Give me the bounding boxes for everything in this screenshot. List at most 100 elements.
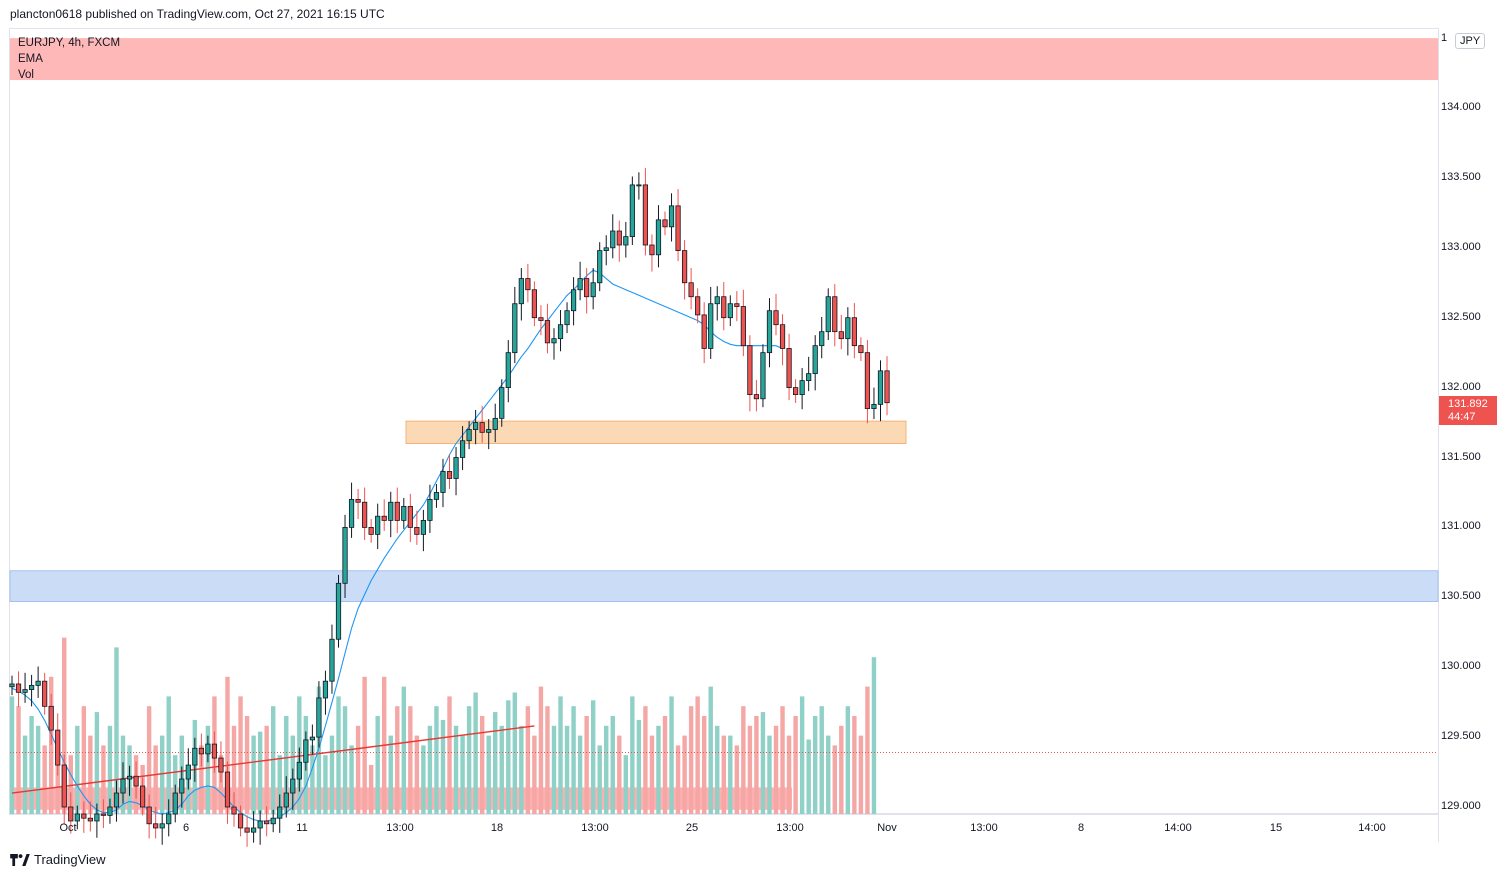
volume-bar bbox=[688, 706, 694, 814]
candle-body bbox=[179, 778, 185, 794]
candle-body bbox=[159, 823, 165, 829]
ema-indicator-label[interactable]: EMA bbox=[18, 53, 43, 65]
volume-bar bbox=[558, 696, 563, 814]
candle bbox=[427, 484, 433, 533]
candle-body bbox=[81, 813, 87, 819]
candle bbox=[296, 747, 302, 792]
volume-bar bbox=[610, 716, 615, 814]
volume-bar bbox=[617, 735, 622, 814]
volume-bar bbox=[342, 706, 348, 814]
candle bbox=[153, 807, 159, 839]
symbol-info[interactable]: EURJPY, 4h, FXCM bbox=[18, 37, 121, 49]
volume-bar bbox=[682, 735, 687, 814]
candle-body bbox=[427, 499, 433, 521]
candle-body bbox=[538, 317, 544, 321]
candle bbox=[603, 235, 609, 266]
volume-bar bbox=[584, 716, 589, 814]
candle bbox=[309, 724, 315, 755]
candle-body bbox=[760, 352, 766, 400]
price-tick-label: 132.000 bbox=[1441, 380, 1481, 393]
candle-body bbox=[675, 205, 681, 251]
volume-bar bbox=[323, 755, 328, 814]
candle bbox=[139, 777, 146, 816]
footer-brand[interactable]: TradingView bbox=[10, 852, 106, 867]
candle-body bbox=[394, 501, 400, 521]
volume-bar bbox=[316, 686, 322, 814]
currency-badge[interactable]: JPY bbox=[1455, 33, 1486, 49]
candle bbox=[832, 284, 838, 347]
volume-bar bbox=[819, 706, 824, 814]
volume-bar bbox=[277, 755, 282, 814]
candle-body bbox=[799, 380, 805, 395]
candle-body bbox=[264, 820, 270, 825]
candle-body bbox=[453, 457, 459, 479]
volume-bar bbox=[538, 686, 544, 814]
candle bbox=[740, 289, 746, 357]
volume-bar bbox=[826, 735, 831, 814]
price-tick-label: 131.500 bbox=[1441, 450, 1481, 463]
candle-body bbox=[832, 296, 838, 333]
candle-body bbox=[597, 250, 603, 284]
candle bbox=[557, 310, 564, 352]
candle bbox=[623, 221, 629, 258]
volume-bar bbox=[153, 745, 158, 814]
volume-bar bbox=[506, 700, 511, 814]
time-tick-label: 8 bbox=[1077, 822, 1085, 834]
candle-body bbox=[433, 492, 440, 500]
candle-body bbox=[531, 289, 538, 319]
candle-body bbox=[662, 219, 668, 228]
candle bbox=[120, 762, 126, 804]
candle-body bbox=[185, 764, 191, 780]
volume-indicator-label[interactable]: Vol bbox=[18, 69, 34, 81]
candle-body bbox=[329, 638, 335, 682]
volume-bar bbox=[173, 755, 178, 814]
candle bbox=[708, 286, 714, 359]
candle-body bbox=[655, 219, 662, 256]
volume-bar bbox=[656, 725, 661, 814]
candle-body bbox=[629, 184, 635, 238]
volume-bar bbox=[545, 706, 550, 814]
candle bbox=[884, 356, 890, 416]
candle bbox=[453, 447, 459, 496]
candle-body bbox=[851, 317, 857, 347]
candle-body bbox=[231, 806, 237, 815]
candle bbox=[577, 261, 583, 301]
candle-body bbox=[244, 827, 250, 833]
volume-bar bbox=[662, 716, 668, 814]
candle-body bbox=[557, 324, 564, 340]
candle bbox=[394, 487, 400, 533]
candle-body bbox=[610, 230, 616, 249]
candle-body bbox=[362, 501, 368, 528]
candle-body bbox=[172, 792, 178, 815]
candle-body bbox=[721, 296, 727, 319]
volume-bar bbox=[741, 706, 746, 814]
volume-bar bbox=[525, 706, 531, 814]
time-tick-label: 13:00 bbox=[776, 822, 804, 834]
candle bbox=[825, 288, 831, 341]
candle bbox=[629, 176, 635, 246]
candle bbox=[257, 810, 263, 845]
volume-bar bbox=[793, 716, 798, 814]
candle-body bbox=[139, 785, 146, 808]
candle-body bbox=[806, 373, 812, 382]
candle-body bbox=[440, 471, 446, 493]
candle bbox=[845, 307, 851, 356]
volume-bar bbox=[284, 716, 289, 814]
candle-body bbox=[375, 515, 381, 535]
candle-body bbox=[877, 370, 884, 405]
candle-body bbox=[845, 317, 851, 340]
candle bbox=[779, 314, 786, 366]
candle-body bbox=[577, 278, 583, 291]
candle-body bbox=[22, 689, 28, 693]
candle bbox=[486, 419, 492, 450]
volume-bar bbox=[218, 755, 224, 814]
candle bbox=[237, 805, 244, 837]
candle bbox=[218, 741, 224, 783]
candle-body bbox=[205, 743, 211, 755]
candle-body bbox=[270, 817, 276, 825]
candle bbox=[100, 799, 107, 828]
candle-body bbox=[87, 817, 93, 822]
candle bbox=[179, 766, 185, 808]
candle bbox=[55, 713, 61, 776]
